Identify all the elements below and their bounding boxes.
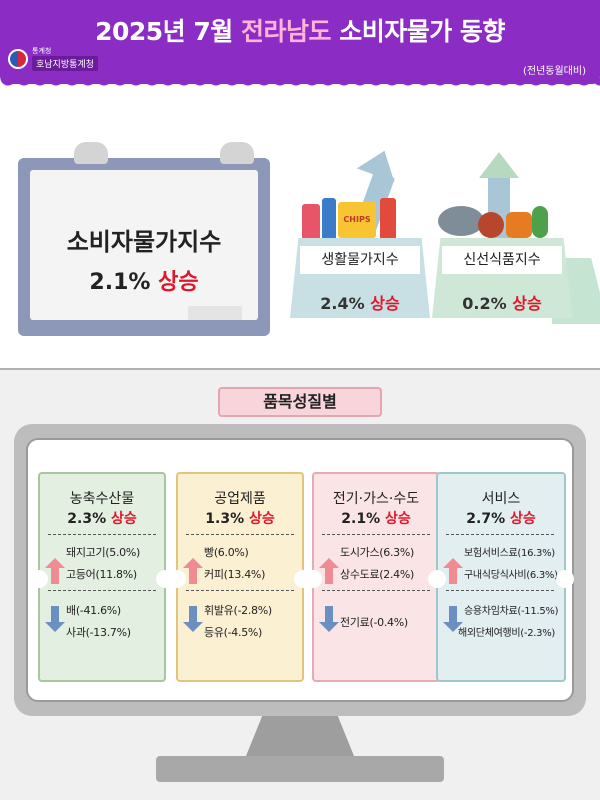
toothpaste-icon [302,204,320,240]
down-arrow-icon [319,606,339,632]
rising-item: 구내식당식사비(6.3%) [464,570,558,581]
up-arrow-icon [45,558,65,584]
org-name: 호남지방통계청 [32,56,98,71]
title-region: 전라남도 [240,17,332,46]
cpi-board: 소비자물가지수 2.1% 상승 [18,142,270,338]
up-arrow-icon [183,558,203,584]
carrot-icon [506,212,532,238]
board-frame: 소비자물가지수 2.1% 상승 [18,158,270,336]
page-title: 2025년 7월 전라남도 소비자물가 동향 [0,12,600,48]
dashed-divider [322,534,430,535]
falling-item: 전기료(-0.4%) [340,616,408,629]
org-parent-name: 통계청 [32,47,52,55]
rising-item: 빵(6.0%) [204,546,249,559]
living-index-value: 2.4% [320,294,365,313]
section-divider [0,368,600,370]
dashed-divider [446,590,554,591]
category-name: 전기·가스·수도 [332,491,420,507]
meat-icon [478,212,504,238]
falling-item: 휘발유(-2.8%) [204,604,272,617]
category-card-agri: 농축수산물 2.3% 상승 돼지고기(5.0%) 고등어(11.8%) 배(-4… [30,472,174,682]
falling-item: 해외단체여행비(-2.3%) [458,628,556,639]
falling-item: 사과(-13.7%) [66,626,131,639]
living-index-bag: CHIPS 생활물가지수 2.4% 상승 [290,143,430,320]
org-logo-block: 통계청 호남지방통계청 [8,46,98,71]
up-trend-arrow-icon [479,152,519,178]
title-suffix: 소비자물가 동향 [330,17,505,46]
title-prefix: 2025년 7월 [95,17,241,46]
dashed-divider [446,534,554,535]
dashed-divider [322,590,430,591]
bottle-icon [322,198,336,240]
cpi-value: 2.1% [89,270,151,295]
category-trend: 상승 [110,511,137,527]
living-index-value-line: 2.4% 상승 [290,290,430,314]
falling-item: 승용차임차료(-11.5%) [464,606,559,617]
falling-item: 등유(-4.5%) [204,626,263,639]
chips-icon: CHIPS [338,202,376,238]
monitor-stand-neck [246,716,354,756]
down-arrow-icon [443,606,463,632]
category-trend: 상승 [509,511,536,527]
living-index-trend: 상승 [370,294,400,313]
category-name: 공업제품 [214,491,266,507]
category-value: 2.3% [67,511,107,527]
rising-item: 도시가스(6.3%) [340,546,415,559]
header-banner: 2025년 7월 전라남도 소비자물가 동향 통계청 호남지방통계청 (전년동월… [0,0,600,90]
monitor-stand-base [156,756,444,782]
down-arrow-icon [183,606,203,632]
falling-item: 배(-41.6%) [66,604,121,617]
category-value: 1.3% [205,511,245,527]
category-name: 서비스 [481,491,521,507]
down-arrow-icon [45,606,65,632]
cpi-value-line: 2.1% 상승 [30,264,258,296]
up-arrow-icon [319,558,339,584]
dashed-divider [186,534,294,535]
leaf-vegetable-icon [532,206,548,238]
category-card-utilities: 전기·가스·수도 2.1% 상승 도시가스(6.3%) 상수도료(2.4%) 전… [304,472,448,682]
living-index-label: 생활물가지수 [300,246,420,274]
board-clip-left [74,142,108,164]
category-value: 2.1% [341,511,381,527]
dashed-divider [48,590,156,591]
fresh-food-value-line: 0.2% 상승 [432,290,572,314]
category-name: 농축수산물 [69,491,135,507]
category-value-line: 2.1% 상승 [314,508,438,528]
board-eraser-tray [188,306,242,320]
up-arrow-icon [443,558,463,584]
category-value-line: 2.7% 상승 [438,508,564,528]
fresh-food-bag: 신선식품지수 0.2% 상승 [432,150,600,324]
fresh-food-value: 0.2% [462,294,507,313]
rising-item: 돼지고기(5.0%) [66,546,141,559]
category-trend: 상승 [248,511,275,527]
board-clip-right [220,142,254,164]
rising-item: 상수도료(2.4%) [340,568,415,581]
category-value-line: 1.3% 상승 [178,508,302,528]
category-trend: 상승 [384,511,411,527]
dashed-divider [48,534,156,535]
category-card-industrial: 공업제품 1.3% 상승 빵(6.0%) 커피(13.4%) 휘발유(-2.8%… [168,472,312,682]
cpi-trend: 상승 [158,270,199,295]
up-trend-arrow-icon [356,143,404,183]
category-value-line: 2.3% 상승 [40,508,164,528]
drink-can-icon [380,198,396,240]
category-value: 2.7% [466,511,506,527]
rising-item: 보험서비스료(16.3%) [464,548,555,559]
section-title: 품목성질별 [218,387,382,417]
category-card-services: 서비스 2.7% 상승 보험서비스료(16.3%) 구내식당식사비(6.3%) … [428,472,574,682]
taegeuk-logo-icon [8,48,28,69]
rising-item: 커피(13.4%) [204,568,266,581]
fresh-food-trend: 상승 [512,294,542,313]
comparison-note: (전년동월대비) [522,66,586,77]
fish-icon [438,206,484,236]
header-scallop-edge [0,78,600,90]
fresh-food-label: 신선식품지수 [442,246,562,274]
board-surface: 소비자물가지수 2.1% 상승 [30,170,258,320]
cpi-label: 소비자물가지수 [66,228,222,256]
dashed-divider [186,590,294,591]
rising-item: 고등어(11.8%) [66,568,137,581]
